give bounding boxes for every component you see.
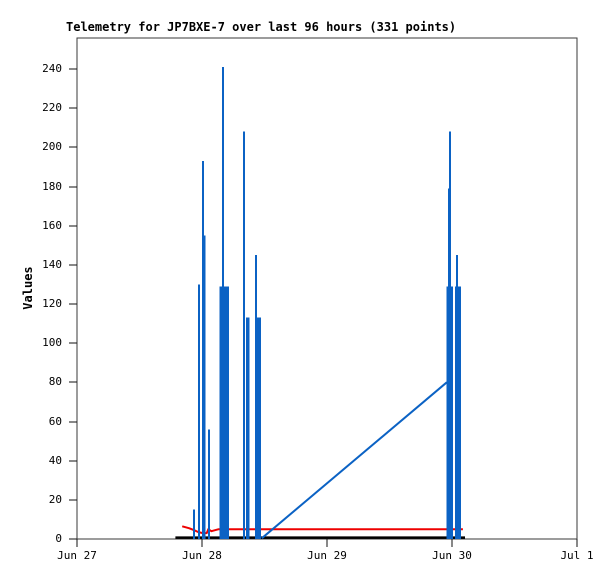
y-tick-label-200: 200: [42, 140, 62, 153]
y-tick-label-180: 180: [42, 180, 62, 193]
x-tick-label-4: Jul 1: [560, 549, 594, 562]
x-tick-label-2: Jun 29: [307, 549, 347, 562]
channel-blue-bars-bar: [245, 317, 250, 539]
y-tick-label-220: 220: [42, 101, 62, 114]
chart-title: Telemetry for JP7BXE-7 over last 96 hour…: [66, 20, 457, 34]
y-tick-label-100: 100: [42, 336, 62, 349]
y-tick-label-60: 60: [48, 415, 62, 428]
channel-blue-ramp: [261, 381, 448, 539]
channel-blue-bars-bar: [255, 317, 261, 539]
y-tick-label-20: 20: [48, 493, 62, 506]
x-tick-label-0: Jun 27: [57, 549, 97, 562]
y-tick-label-160: 160: [42, 219, 62, 232]
channel-blue-bars-bar: [455, 286, 461, 539]
y-tick-label-80: 80: [48, 375, 62, 388]
y-tick-label-0: 0: [55, 532, 62, 545]
x-tick-label-3: Jun 30: [432, 549, 472, 562]
y-tick-label-40: 40: [48, 454, 62, 467]
y-tick-label-140: 140: [42, 258, 62, 271]
y-tick-label-240: 240: [42, 62, 62, 75]
y-tick-label-120: 120: [42, 297, 62, 310]
x-tick-label-1: Jun 28: [182, 549, 222, 562]
channel-blue-bars-bar: [219, 286, 230, 539]
